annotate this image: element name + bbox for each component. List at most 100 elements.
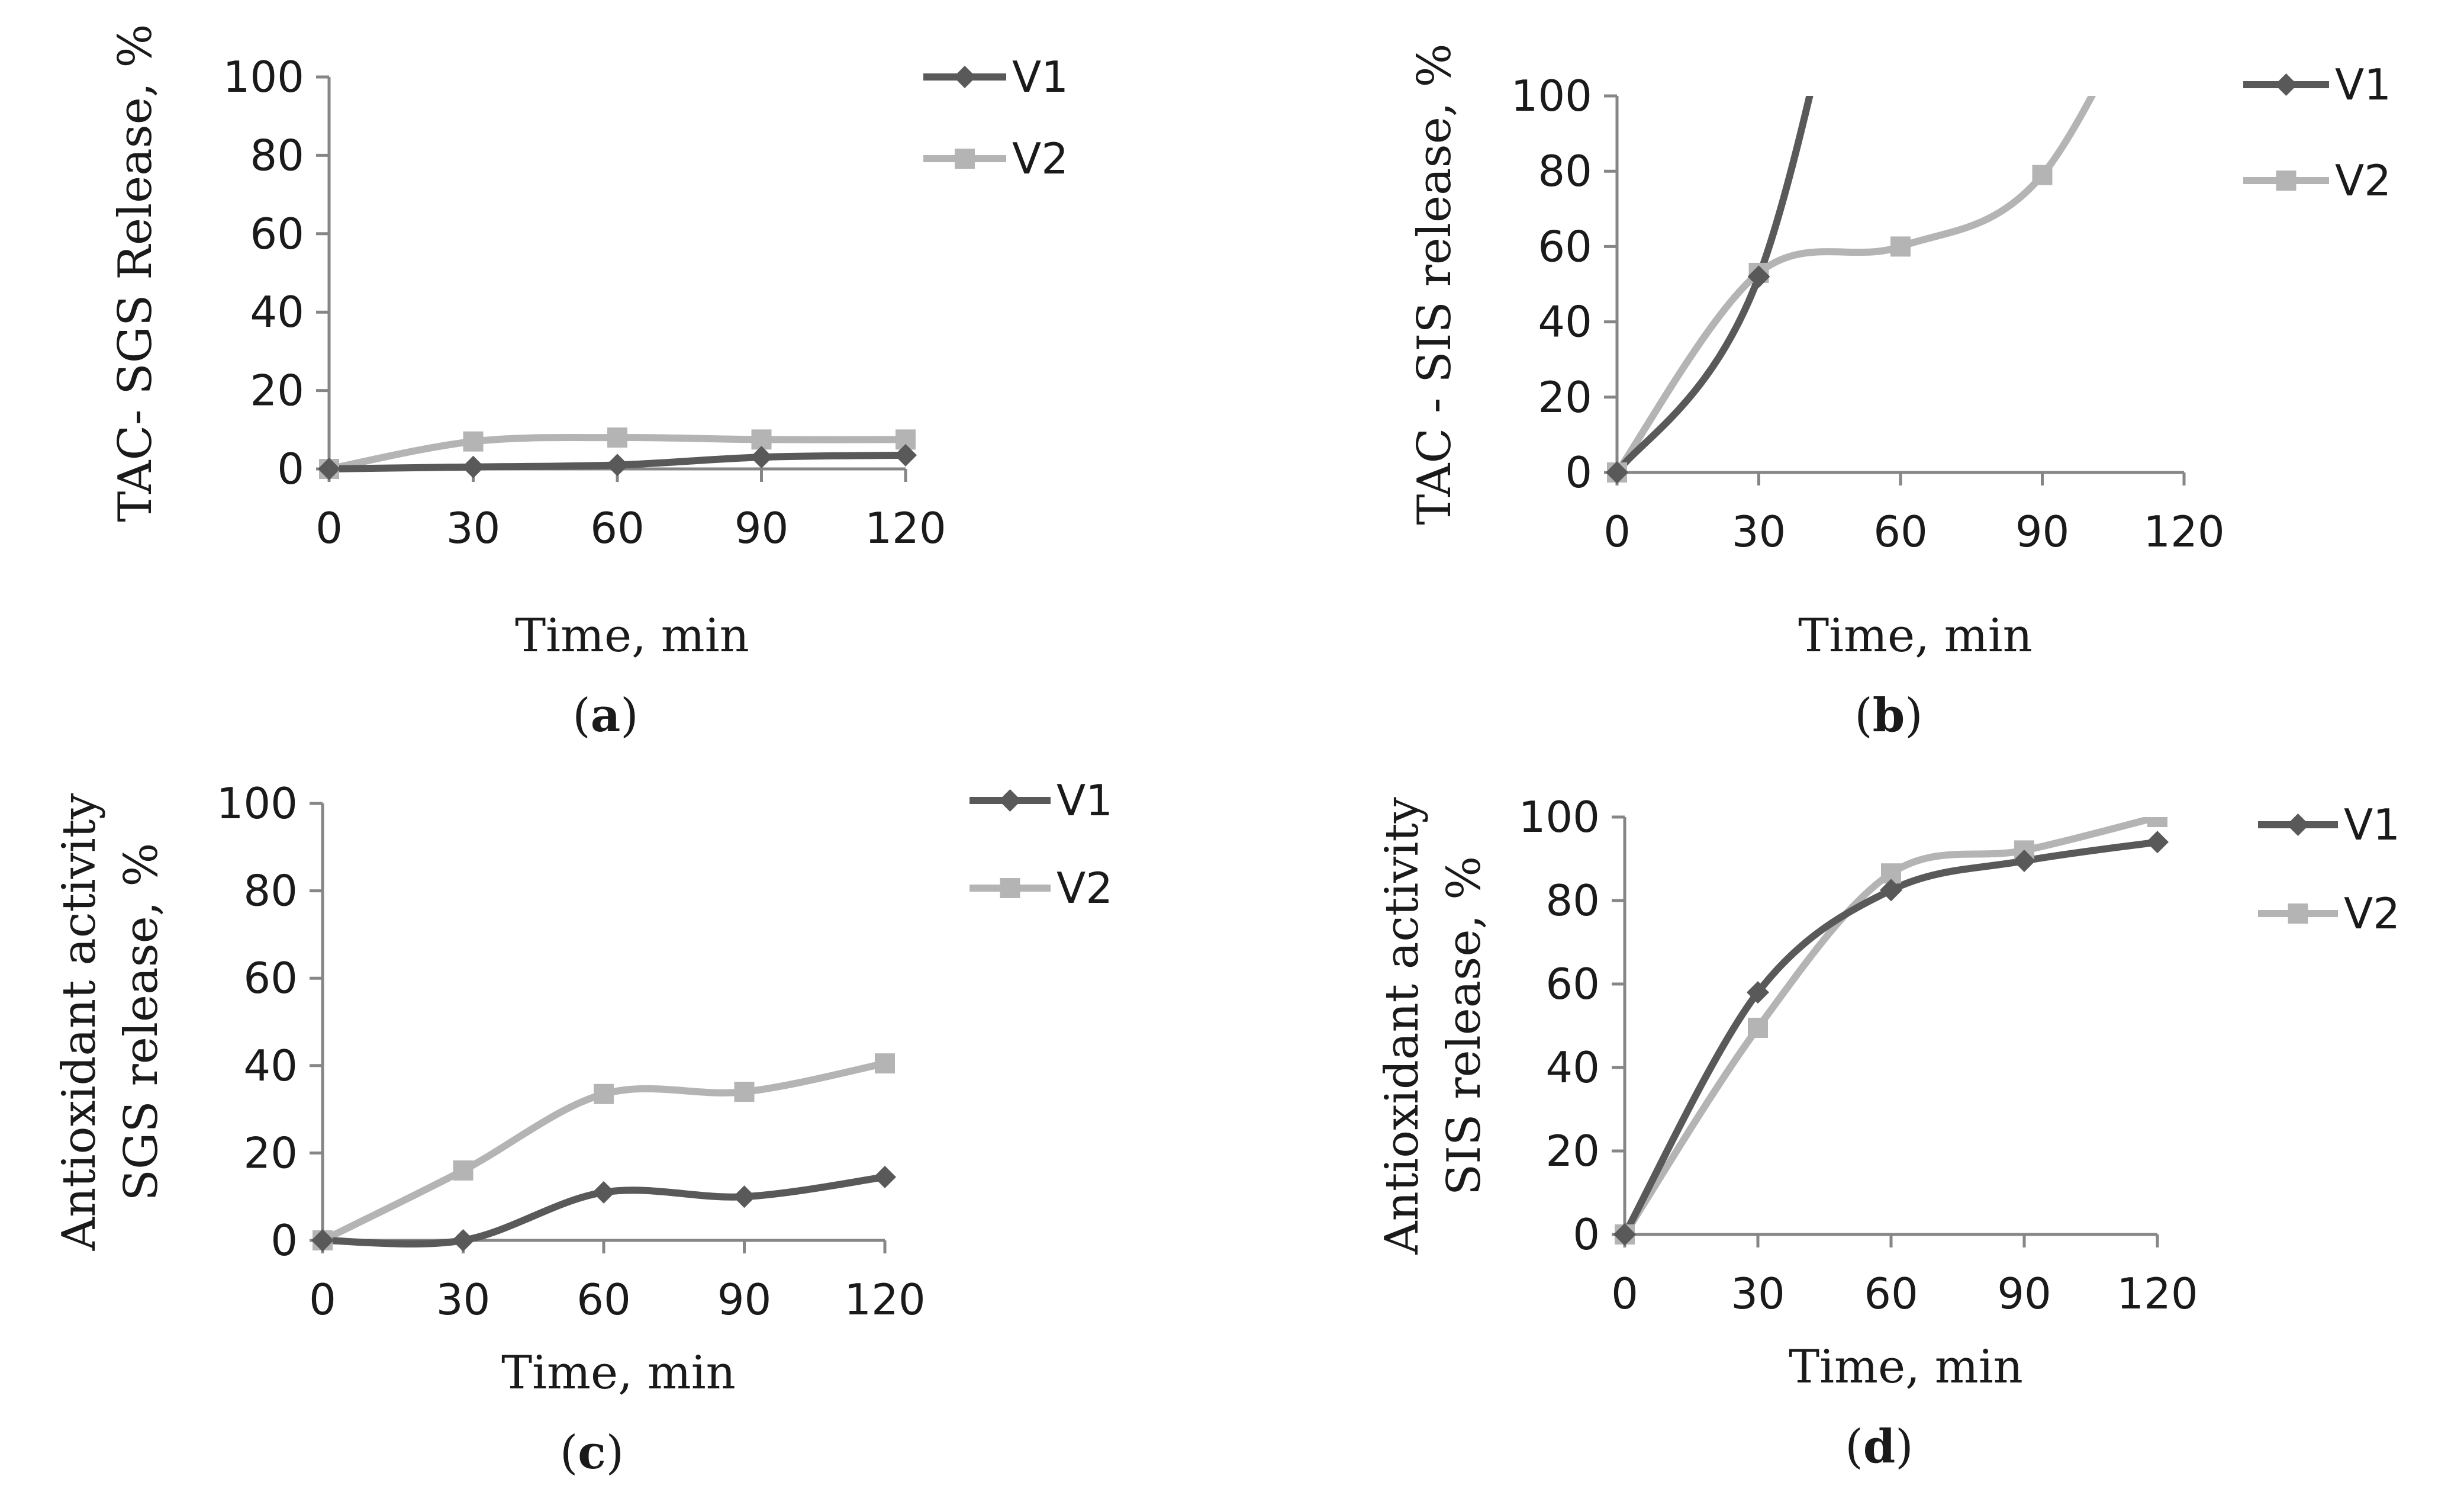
data-point-v1 bbox=[462, 455, 485, 478]
series-layer bbox=[1613, 817, 2169, 1246]
chart-b: 0 20 40 60 80 100 0 30 60 90 120 Time, min TAC - SIS… bbox=[1408, 43, 2391, 742]
data-point-v2 bbox=[875, 1053, 895, 1074]
series-line-v2 bbox=[1621, 817, 2161, 1238]
y-tick-label: 100 bbox=[217, 779, 298, 828]
data-point-v2 bbox=[1890, 236, 1911, 257]
y-tick-label: 80 bbox=[1538, 146, 1592, 196]
data-point-v1 bbox=[750, 446, 773, 469]
y-tick-label: 60 bbox=[1545, 959, 1600, 1009]
data-point-v2 bbox=[594, 1083, 614, 1104]
y-tick-label: 100 bbox=[1511, 71, 1592, 121]
x-tick-label: 90 bbox=[735, 503, 789, 553]
x-tick-label: 120 bbox=[865, 503, 946, 553]
legend-marker-v1 bbox=[2275, 73, 2298, 96]
panel-caption: (b) bbox=[1854, 689, 1922, 742]
data-point-v1 bbox=[894, 443, 917, 467]
y-tick-label: 0 bbox=[1573, 1210, 1600, 1259]
y-tick-label: 80 bbox=[250, 130, 304, 180]
chart-a: 0 20 40 60 80 100 0 30 60 90 120 Time, min TAC- SGS … bbox=[109, 24, 1068, 742]
legend-label-v2: V2 bbox=[2335, 156, 2391, 205]
y-tick-label: 100 bbox=[1519, 792, 1600, 842]
legend-label-v2: V2 bbox=[1012, 134, 1068, 184]
data-point-v2 bbox=[453, 1160, 474, 1181]
y-axis-label: Antioxidant activity bbox=[53, 793, 106, 1251]
x-tick-label: 90 bbox=[2015, 507, 2070, 557]
y-tick-label: 40 bbox=[1545, 1043, 1600, 1092]
x-tick-label: 60 bbox=[1864, 1269, 1918, 1319]
legend: V1 V2 bbox=[970, 776, 1113, 913]
series-layer bbox=[311, 1053, 896, 1252]
x-axis-label: Time, min bbox=[501, 1346, 736, 1400]
legend: V1 V2 bbox=[923, 52, 1068, 184]
data-point-v1 bbox=[592, 1181, 615, 1204]
series-layer bbox=[318, 427, 917, 480]
data-point-v1 bbox=[2146, 831, 2169, 854]
y-tick-label: 40 bbox=[243, 1041, 298, 1091]
y-tick-label: 20 bbox=[1538, 372, 1592, 422]
x-tick-label: 0 bbox=[1611, 1269, 1638, 1319]
y-tick-label: 40 bbox=[1538, 297, 1592, 347]
y-tick-label: 60 bbox=[250, 209, 304, 259]
y-tick-label: 40 bbox=[250, 287, 304, 337]
y-tick-label: 0 bbox=[1565, 448, 1592, 497]
x-tick-label: 90 bbox=[1997, 1269, 2051, 1319]
legend-label-v2: V2 bbox=[2344, 889, 2400, 938]
x-tick-label: 0 bbox=[1603, 507, 1631, 557]
series-line-v1 bbox=[1621, 838, 2161, 1238]
y-axis-label: TAC - SIS release, % bbox=[1408, 43, 1461, 525]
x-axis-label: Time, min bbox=[515, 609, 749, 663]
panel-caption: (c) bbox=[560, 1426, 624, 1480]
x-tick-label: 30 bbox=[1732, 507, 1786, 557]
panel-caption: (a) bbox=[572, 689, 638, 742]
y-axis-label: SIS release, % bbox=[1438, 856, 1491, 1195]
legend-marker-v1 bbox=[2286, 813, 2310, 836]
data-point-v1 bbox=[1606, 461, 1628, 484]
x-tick-label: 30 bbox=[1731, 1269, 1785, 1319]
panel-caption-letter: c bbox=[578, 1426, 606, 1480]
data-point-v1 bbox=[1613, 1223, 1636, 1246]
legend-label-v1: V1 bbox=[2335, 60, 2391, 110]
y-tick-label: 0 bbox=[270, 1216, 298, 1265]
y-tick-label: 20 bbox=[1545, 1126, 1600, 1176]
x-tick-label: 0 bbox=[309, 1275, 336, 1324]
panel-caption: (d) bbox=[1845, 1420, 1913, 1474]
y-axis-label: TAC- SGS Release, % bbox=[109, 24, 162, 522]
x-axis-label: Time, min bbox=[1798, 609, 2033, 663]
data-point-v2 bbox=[734, 1082, 755, 1102]
data-point-v1 bbox=[1880, 879, 1902, 902]
x-tick-label: 30 bbox=[436, 1275, 491, 1324]
data-point-v1 bbox=[318, 458, 340, 480]
legend-label-v1: V1 bbox=[1057, 776, 1113, 825]
x-tick-label: 0 bbox=[315, 503, 343, 553]
series-line-v1 bbox=[1613, 96, 1814, 476]
data-point-v2 bbox=[607, 427, 627, 448]
legend-marker-v1 bbox=[954, 66, 976, 88]
chart-c: 0 20 40 60 80 100 0 30 60 90 120 Time, min Antioxida… bbox=[53, 776, 1113, 1480]
legend-marker-v2 bbox=[2288, 903, 2308, 924]
y-tick-label: 60 bbox=[1538, 221, 1592, 271]
panel-caption-letter: b bbox=[1873, 689, 1905, 742]
legend-marker-v2 bbox=[955, 149, 975, 169]
legend-marker-v2 bbox=[2276, 171, 2296, 191]
y-tick-label: 100 bbox=[223, 52, 304, 102]
data-point-v1 bbox=[606, 454, 629, 477]
y-tick-label: 80 bbox=[243, 866, 298, 916]
legend: V1 V2 bbox=[2243, 60, 2391, 205]
data-point-v2 bbox=[463, 431, 484, 452]
y-axis-label: SGS release, % bbox=[115, 843, 168, 1201]
x-tick-label: 120 bbox=[844, 1275, 925, 1324]
data-point-v1 bbox=[1747, 265, 1770, 288]
legend: V1 V2 bbox=[2258, 800, 2400, 938]
panel-caption-letter: d bbox=[1863, 1420, 1896, 1474]
data-point-v1 bbox=[2013, 850, 2035, 873]
legend-marker-v1 bbox=[999, 789, 1022, 812]
data-point-v2 bbox=[2147, 817, 2167, 827]
y-tick-label: 80 bbox=[1545, 876, 1600, 925]
legend-marker-v2 bbox=[1000, 878, 1020, 898]
data-point-v2 bbox=[2032, 165, 2053, 185]
series-line-v2 bbox=[1613, 96, 2096, 476]
x-tick-label: 60 bbox=[590, 503, 645, 553]
chart-d: 0 20 40 60 80 100 0 30 60 90 120 Time, min Antioxida… bbox=[1376, 792, 2400, 1474]
legend-label-v1: V1 bbox=[1012, 52, 1068, 102]
